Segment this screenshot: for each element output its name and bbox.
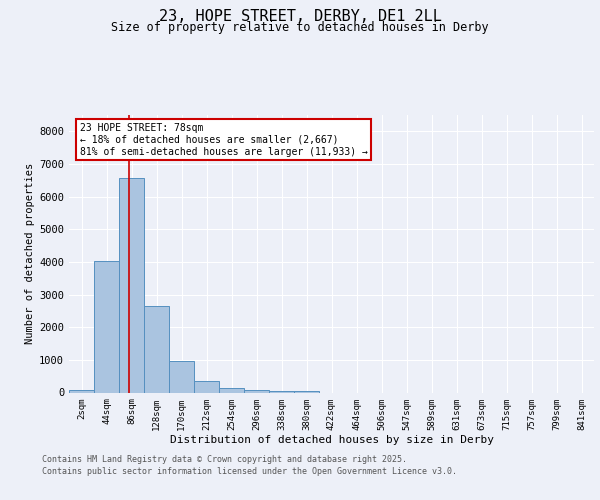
Text: Contains public sector information licensed under the Open Government Licence v3: Contains public sector information licen…	[42, 468, 457, 476]
Text: Size of property relative to detached houses in Derby: Size of property relative to detached ho…	[111, 21, 489, 34]
Bar	[144, 306, 169, 392]
Bar	[294, 390, 319, 392]
X-axis label: Distribution of detached houses by size in Derby: Distribution of detached houses by size …	[170, 435, 493, 445]
Bar	[194, 382, 219, 392]
Y-axis label: Number of detached properties: Number of detached properties	[25, 163, 35, 344]
Bar	[169, 360, 194, 392]
Bar	[219, 388, 244, 392]
Bar	[119, 178, 144, 392]
Text: 23, HOPE STREET, DERBY, DE1 2LL: 23, HOPE STREET, DERBY, DE1 2LL	[158, 9, 442, 24]
Bar	[244, 390, 269, 392]
Bar	[94, 262, 119, 392]
Bar	[269, 391, 294, 392]
Text: Contains HM Land Registry data © Crown copyright and database right 2025.: Contains HM Land Registry data © Crown c…	[42, 455, 407, 464]
Text: 23 HOPE STREET: 78sqm
← 18% of detached houses are smaller (2,667)
81% of semi-d: 23 HOPE STREET: 78sqm ← 18% of detached …	[79, 124, 367, 156]
Bar	[69, 390, 94, 392]
